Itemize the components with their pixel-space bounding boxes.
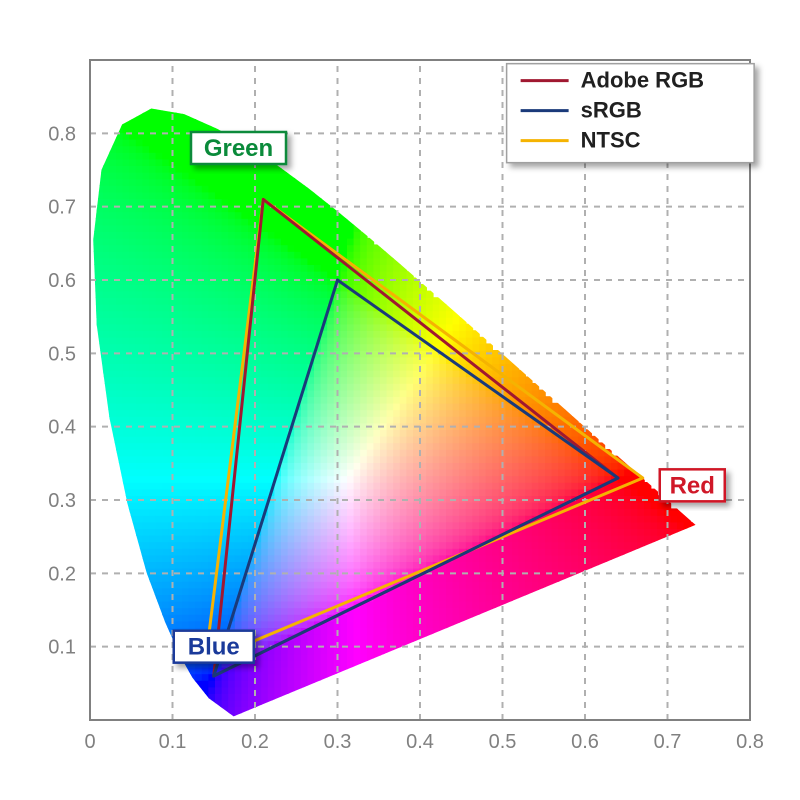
legend: Adobe RGB sRGB NTSC xyxy=(507,64,755,163)
x-tick-label: 0.3 xyxy=(324,731,352,753)
green-label-text: Green xyxy=(204,135,273,162)
y-tick-label: 0.6 xyxy=(48,270,76,292)
red-label-text: Red xyxy=(670,472,715,499)
x-tick-label: 0.8 xyxy=(736,731,764,753)
x-tick-label: 0.4 xyxy=(406,731,434,753)
y-tick-label: 0.3 xyxy=(48,490,76,512)
x-tick-label: 0.7 xyxy=(654,731,682,753)
y-tick-label: 0.4 xyxy=(48,417,76,439)
y-tick-label: 0.7 xyxy=(48,197,76,219)
legend-label-adobe-rgb: Adobe RGB xyxy=(581,68,704,93)
legend-label-ntsc: NTSC xyxy=(581,128,641,153)
y-tick-label: 0.2 xyxy=(48,563,76,585)
y-tick-label: 0.5 xyxy=(48,343,76,365)
x-tick-label: 0.6 xyxy=(571,731,599,753)
x-tick-label: 0 xyxy=(84,731,95,753)
x-tick-label: 0.5 xyxy=(489,731,517,753)
blue-label-text: Blue xyxy=(188,634,240,661)
y-tick-label: 0.8 xyxy=(48,123,76,145)
y-tick-label: 0.1 xyxy=(48,637,76,659)
x-tick-label: 0.1 xyxy=(159,731,187,753)
chart-svg: 0 0.1 0.2 0.3 0.4 0.5 0.6 0.7 0.8 0.1 0.2 0.3 0.4 0.5… xyxy=(0,0,800,800)
x-tick-label: 0.2 xyxy=(241,731,269,753)
chromaticity-chart: 0 0.1 0.2 0.3 0.4 0.5 0.6 0.7 0.8 0.1 0.2 0.3 0.4 0.5… xyxy=(0,0,800,800)
legend-label-srgb: sRGB xyxy=(581,98,642,123)
